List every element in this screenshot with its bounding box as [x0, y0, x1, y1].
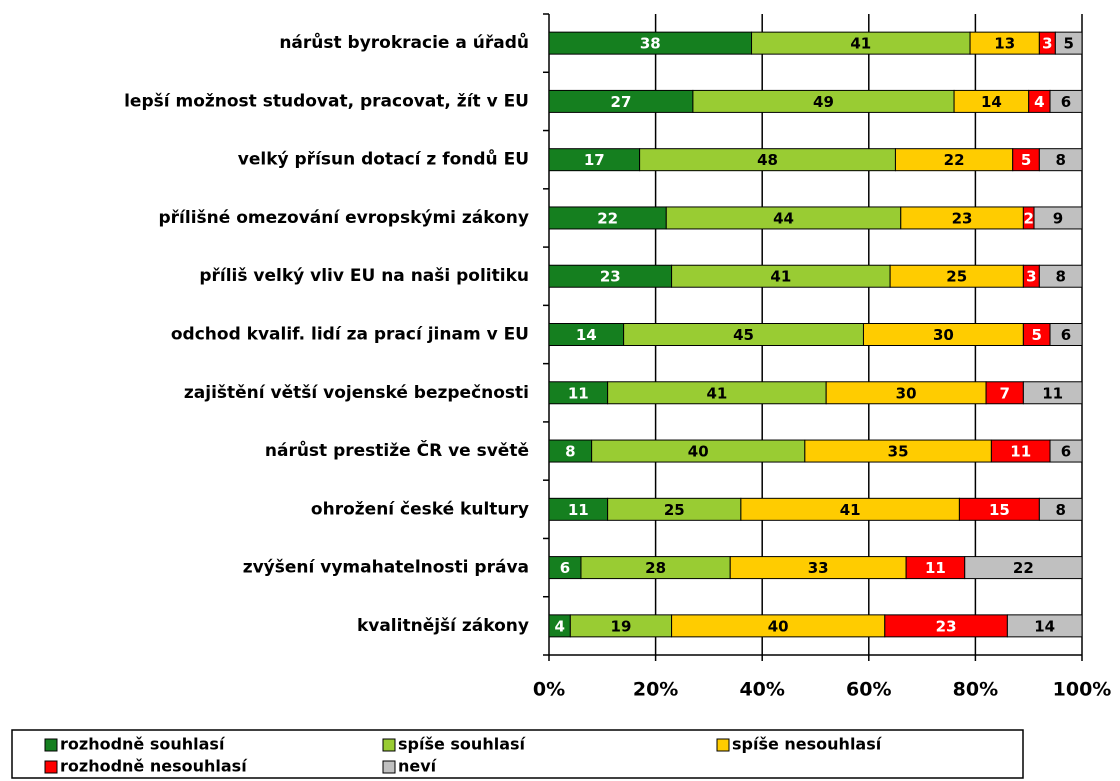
- value-label: 23: [600, 268, 621, 286]
- value-label: 19: [611, 617, 632, 635]
- legend-swatch: [44, 760, 58, 774]
- value-label: 25: [946, 268, 967, 286]
- bar-segment: [1033, 206, 1083, 230]
- bar-segment: [1054, 31, 1083, 55]
- value-label: 30: [896, 384, 917, 402]
- value-label: 30: [933, 326, 954, 344]
- legend-swatch: [382, 738, 396, 752]
- value-label: 41: [770, 268, 791, 286]
- value-label: 48: [757, 151, 778, 169]
- x-tick-label: 100%: [1053, 679, 1112, 701]
- value-label: 6: [1061, 326, 1071, 344]
- value-label: 25: [664, 501, 685, 519]
- legend-label: neví: [398, 757, 438, 776]
- value-label: 45: [733, 326, 754, 344]
- value-label: 8: [565, 443, 575, 461]
- category-label: nárůst prestiže ČR ve světě: [265, 439, 529, 461]
- value-label: 22: [597, 209, 618, 227]
- value-label: 27: [611, 93, 632, 111]
- value-label: 14: [576, 326, 597, 344]
- value-label: 6: [1061, 93, 1071, 111]
- value-label: 8: [1055, 501, 1065, 519]
- value-label: 13: [994, 35, 1015, 53]
- value-label: 11: [925, 559, 946, 577]
- value-label: 14: [1034, 617, 1055, 635]
- value-label: 3: [1026, 268, 1036, 286]
- legend-swatch: [44, 738, 58, 752]
- value-label: 5: [1031, 326, 1041, 344]
- x-tick-label: 40%: [739, 679, 784, 701]
- value-label: 11: [568, 501, 589, 519]
- value-label: 5: [1021, 151, 1031, 169]
- value-label: 44: [773, 209, 794, 227]
- value-label: 11: [1010, 443, 1031, 461]
- value-label: 23: [936, 617, 957, 635]
- x-tick-label: 80%: [953, 679, 998, 701]
- bar-segment: [1006, 614, 1083, 638]
- value-label: 9: [1053, 209, 1063, 227]
- legend-swatch: [716, 738, 730, 752]
- value-label: 41: [850, 35, 871, 53]
- value-label: 4: [554, 617, 564, 635]
- value-label: 6: [560, 559, 570, 577]
- value-label: 14: [981, 93, 1002, 111]
- bar-segment: [1022, 381, 1083, 405]
- value-label: 33: [808, 559, 829, 577]
- bar-segment: [1038, 264, 1083, 288]
- value-label: 8: [1055, 268, 1065, 286]
- value-label: 35: [888, 443, 909, 461]
- value-label: 38: [640, 35, 661, 53]
- value-label: 41: [706, 384, 727, 402]
- value-label: 5: [1063, 35, 1073, 53]
- category-label: ohrožení české kultury: [311, 499, 529, 519]
- legend-label: spíše nesouhlasí: [732, 735, 883, 754]
- value-label: 4: [1034, 93, 1044, 111]
- value-label: 6: [1061, 443, 1071, 461]
- bar-segment: [1049, 323, 1083, 346]
- category-label: zajištění větší vojenské bezpečnosti: [184, 383, 529, 403]
- bar-segment: [964, 556, 1083, 580]
- legend-swatch: [382, 760, 396, 774]
- value-label: 41: [840, 501, 861, 519]
- category-label: kvalitnější zákony: [357, 616, 529, 636]
- legend-label: spíše souhlasí: [398, 735, 527, 754]
- value-label: 49: [813, 93, 834, 111]
- legend-box: [11, 729, 1024, 779]
- category-label: lepší možnost studovat, pracovat, žít v …: [124, 91, 529, 111]
- bar-segment: [1049, 439, 1083, 463]
- legend-label: rozhodně nesouhlasí: [60, 757, 248, 776]
- value-label: 40: [768, 617, 789, 635]
- value-label: 22: [1013, 559, 1034, 577]
- value-label: 8: [1055, 151, 1065, 169]
- category-label: zvýšení vymahatelnosti práva: [243, 558, 529, 578]
- value-label: 2: [1023, 209, 1033, 227]
- bar-segment: [1038, 148, 1083, 172]
- category-label: velký přísun dotací z fondů EU: [238, 148, 529, 170]
- value-label: 17: [584, 151, 605, 169]
- value-label: 23: [952, 209, 973, 227]
- category-label: odchod kvalif. lidí za prací jinam v EU: [171, 325, 529, 345]
- value-label: 7: [999, 384, 1009, 402]
- category-label: příliš velký vliv EU na naši politiku: [199, 266, 529, 286]
- x-tick-label: 60%: [846, 679, 891, 701]
- value-label: 40: [688, 443, 709, 461]
- x-tick-label: 0%: [533, 679, 565, 701]
- value-label: 11: [568, 384, 589, 402]
- value-label: 3: [1042, 35, 1052, 53]
- x-tick-label: 20%: [633, 679, 678, 701]
- bar-segment: [1038, 497, 1083, 521]
- legend-label: rozhodně souhlasí: [60, 735, 226, 754]
- category-label: nárůst byrokracie a úřadů: [279, 31, 529, 53]
- category-label: přílišné omezování evropskými zákony: [159, 208, 530, 228]
- bar-segment: [1049, 89, 1083, 113]
- value-label: 11: [1042, 384, 1063, 402]
- value-label: 22: [944, 151, 965, 169]
- value-label: 15: [989, 501, 1010, 519]
- value-label: 28: [645, 559, 666, 577]
